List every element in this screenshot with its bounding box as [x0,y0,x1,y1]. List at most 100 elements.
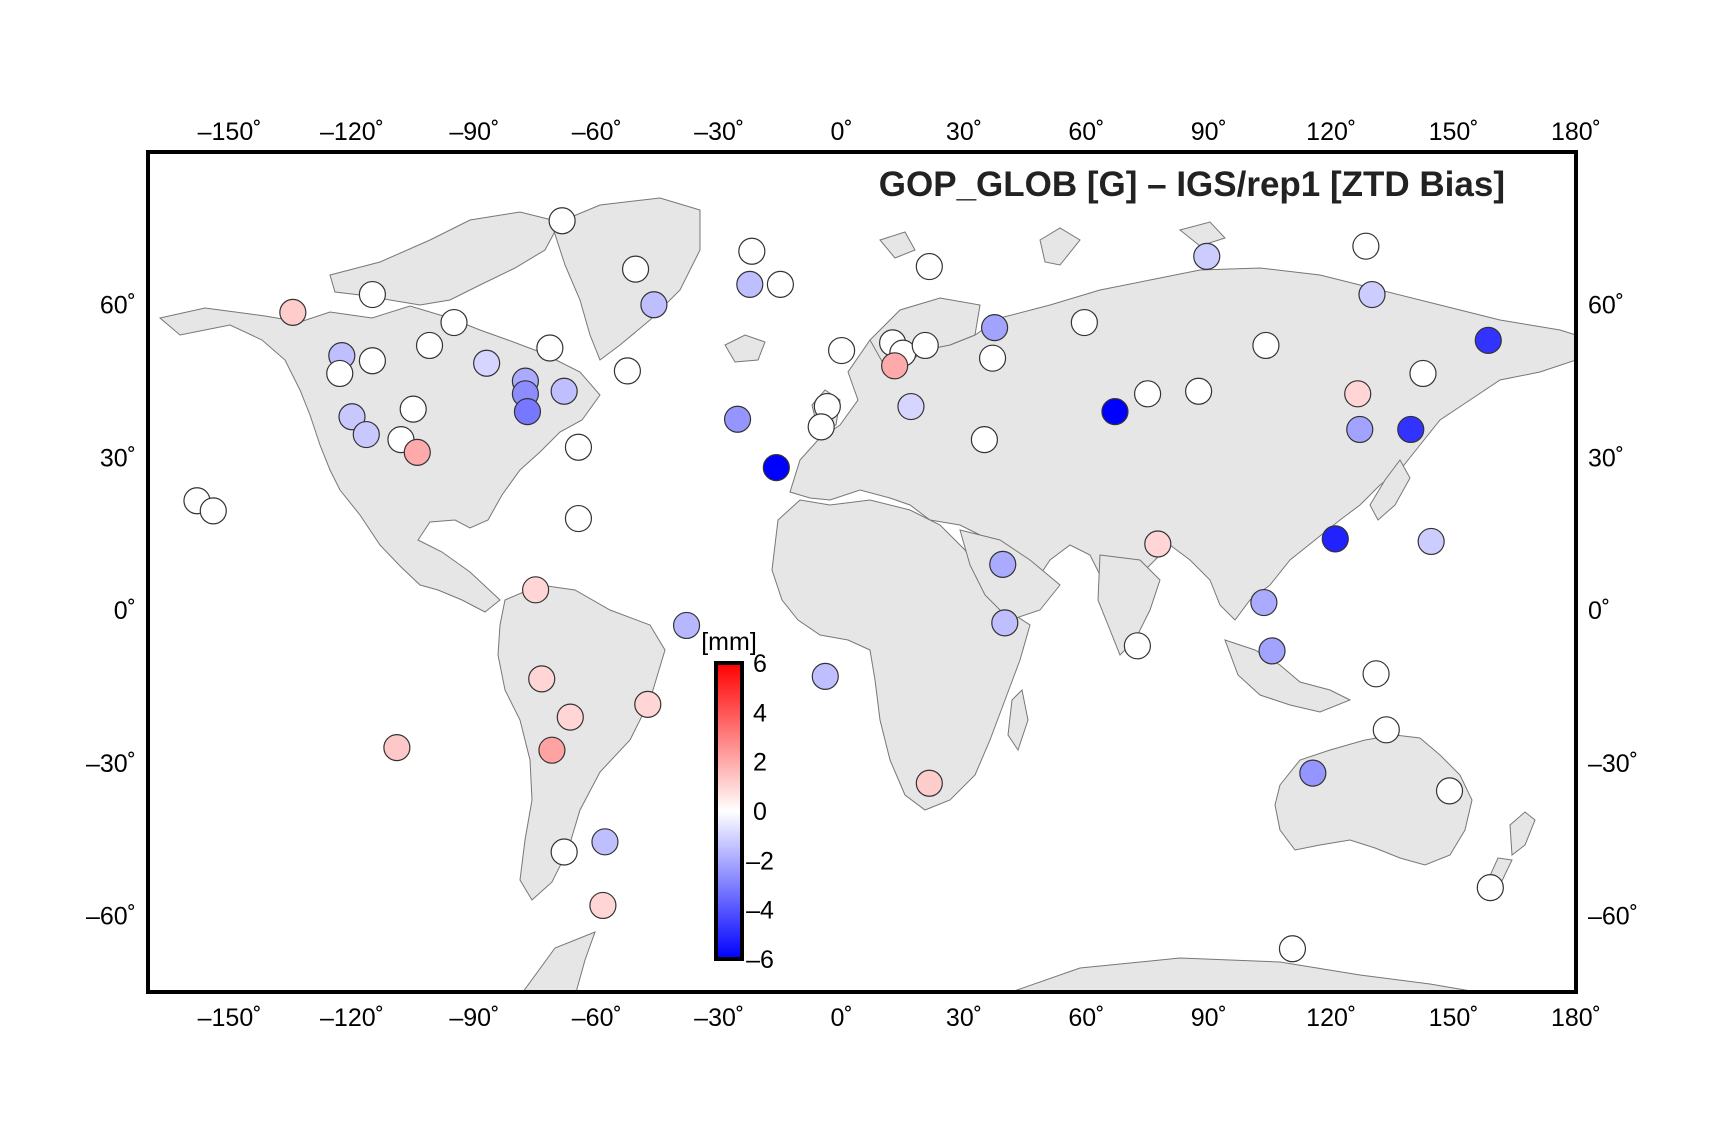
station-marker [978,344,1007,372]
station-marker [1252,331,1280,360]
station-marker [548,207,576,235]
x-tick-bottom-label: 0˚ [830,1004,852,1032]
x-tick-bottom-label: –90˚ [449,1004,499,1032]
land-layer [158,197,1576,992]
station-marker [352,420,380,449]
station-marker [991,609,1019,637]
land-africa [771,499,1031,811]
x-tick-bottom-label: 90˚ [1191,1004,1227,1032]
x-tick-bottom-label: –120˚ [320,1004,384,1032]
station-marker [1321,525,1349,553]
y-tick-right-label: –30˚ [1588,750,1638,778]
station-marker [980,314,1009,342]
station-marker [1184,377,1213,405]
y-tick-left-label: 30˚ [100,444,136,472]
station-marker [1417,527,1445,556]
colorbar-unit: [mm] [701,628,757,656]
land-antarctica [522,931,596,992]
colorbar: [mm] 6 4 2 0 –2 –4 –6 [701,628,774,974]
land-antarctica-east [1009,957,1480,992]
x-tick-bottom-label: 150˚ [1429,1004,1479,1032]
station-marker [473,349,501,377]
colorbar-tick-label: –6 [746,946,774,974]
x-tick-top-label: –30˚ [694,118,744,146]
station-marker [556,703,584,731]
x-tick-bottom-label: –150˚ [198,1004,262,1032]
station-marker [358,347,386,375]
station-marker [989,550,1017,578]
land-severnaya [1178,221,1226,247]
x-axis-bottom-ticks: –150˚ –120˚ –90˚ –60˚ –30˚ 0˚ 30˚ 60˚ 90˚ 120˚ 150… [198,1004,1601,1032]
station-marker [736,270,764,298]
station-marker [199,497,227,525]
station-markers [183,207,1504,963]
station-marker [403,438,431,466]
y-tick-left-label: –60˚ [86,903,136,931]
station-marker [762,454,790,482]
x-tick-top-label: 150˚ [1429,118,1479,146]
station-marker [383,734,411,762]
station-marker [415,331,444,360]
station-marker [1409,359,1437,388]
station-marker [1101,398,1129,426]
station-marker [1474,326,1502,354]
land-novaya-zemlya [1039,227,1081,266]
station-marker [528,665,556,693]
land-greenland [551,197,701,361]
x-tick-bottom-label: 30˚ [946,1004,982,1032]
land-iceland [724,334,766,363]
station-marker [1144,530,1172,558]
chart-title: GOP_GLOB [G] – IGS/rep1 [ZTD Bias] [879,165,1505,204]
station-marker [1133,380,1162,408]
y-axis-right-ticks: 60˚ 30˚ 0˚ –30˚ –60˚ [1588,292,1638,931]
colorbar-tick-label: –4 [746,897,774,925]
station-marker [1344,380,1372,408]
land-indonesia [1224,639,1352,713]
colorbar-tick-label: 6 [753,650,767,678]
y-tick-right-label: 60˚ [1588,292,1624,320]
station-marker [358,280,386,309]
station-marker [723,405,752,433]
station-marker [1352,232,1380,260]
station-marker [538,736,566,764]
station-marker [613,357,642,385]
station-marker [634,690,662,718]
station-marker [591,828,619,856]
colorbar-tick-label: –2 [746,847,774,875]
station-marker [915,252,943,281]
x-tick-top-label: 180˚ [1551,118,1601,146]
station-marker [640,291,668,319]
station-marker [672,611,701,640]
x-tick-top-label: –120˚ [320,118,384,146]
station-marker [1358,280,1386,309]
station-marker [915,769,943,797]
station-marker [807,413,835,441]
land-svalbard [879,231,916,259]
x-tick-top-label: 60˚ [1068,118,1104,146]
station-marker [1476,874,1504,902]
station-marker [550,377,578,405]
station-marker [1123,632,1152,660]
station-marker [564,504,593,533]
station-marker [564,433,593,461]
station-marker [811,662,839,690]
station-marker [970,426,999,454]
station-marker [1258,637,1286,665]
station-marker [326,359,354,388]
colorbar-tick-label: 2 [753,749,767,777]
x-axis-top-ticks: –150˚ –120˚ –90˚ –60˚ –30˚ 0˚ 30˚ 60˚ 90˚ 120˚ 150… [198,118,1601,146]
y-tick-left-label: –30˚ [86,750,136,778]
y-tick-right-label: 30˚ [1588,444,1624,472]
station-marker [1362,660,1390,688]
x-tick-top-label: –90˚ [449,118,499,146]
colorbar-tick-label: 4 [753,699,767,727]
station-marker [766,270,795,298]
station-marker [1070,308,1098,337]
station-marker [1372,716,1400,744]
station-marker [738,237,766,265]
colorbar-ticks: 6 4 2 0 –2 –4 –6 [746,650,774,974]
x-tick-top-label: 0˚ [830,118,852,146]
y-tick-right-label: –60˚ [1588,903,1638,931]
station-marker [279,298,307,326]
station-marker [1193,242,1221,270]
